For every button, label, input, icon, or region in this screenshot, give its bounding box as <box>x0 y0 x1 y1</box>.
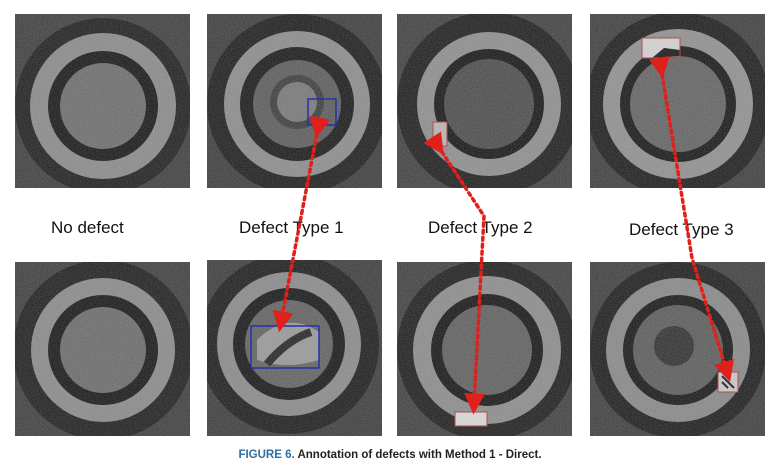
image-no-defect-top <box>15 14 190 188</box>
figure-number: FIGURE 6. <box>238 449 295 461</box>
image-defect-type3-bottom <box>590 262 765 436</box>
image-defect-type1-top <box>207 14 382 188</box>
figure-caption-text: Annotation of defects with Method 1 - Di… <box>297 449 542 461</box>
image-defect-type3-top <box>590 14 765 188</box>
image-defect-type2-bottom <box>397 262 572 436</box>
label-defect-type-2: Defect Type 2 <box>428 218 533 237</box>
label-no-defect: No defect <box>51 218 124 237</box>
image-defect-type2-top <box>397 14 572 188</box>
image-no-defect-bottom <box>15 262 190 436</box>
figure-caption: FIGURE 6. Annotation of defects with Met… <box>0 449 780 461</box>
label-defect-type-3: Defect Type 3 <box>629 220 734 239</box>
label-defect-type-1: Defect Type 1 <box>239 218 344 237</box>
image-defect-type1-bottom <box>207 260 382 436</box>
